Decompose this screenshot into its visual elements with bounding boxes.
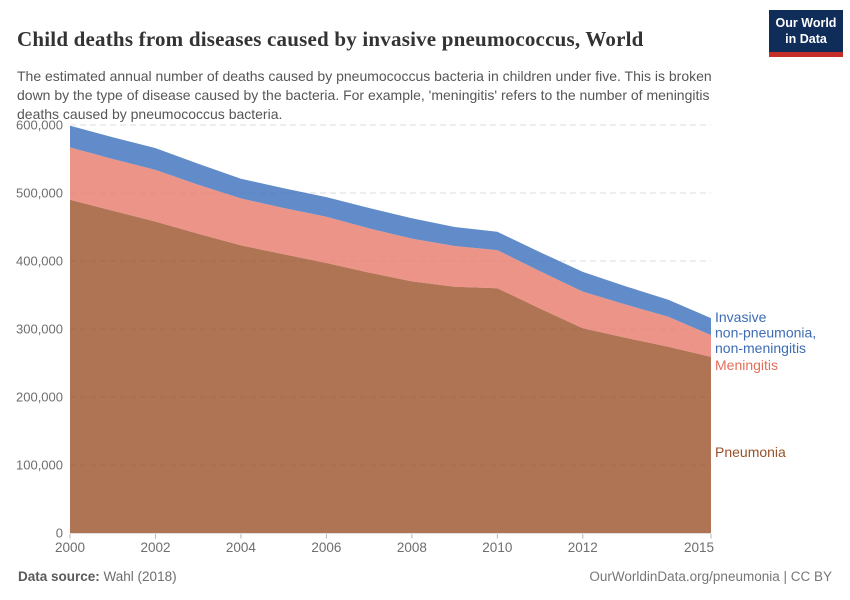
series-label-invasive-non-pneumonia-non-meningitis[interactable]: non-pneumonia,	[715, 325, 816, 341]
y-axis-tick-label: 600,000	[16, 118, 63, 133]
y-axis-tick-label: 500,000	[16, 186, 63, 201]
series-label-invasive-non-pneumonia-non-meningitis[interactable]: non-meningitis	[715, 340, 806, 356]
page-title: Child deaths from diseases caused by inv…	[17, 27, 644, 52]
owid-logo-line2: in Data	[785, 31, 827, 46]
x-axis-tick-label: 2000	[55, 540, 85, 555]
x-axis-tick-label: 2004	[226, 540, 257, 555]
x-axis-tick-label: 2010	[482, 540, 512, 555]
data-source-label: Data source:	[18, 569, 100, 584]
area-meningitis[interactable]	[70, 147, 711, 357]
x-axis-tick-label: 2015	[684, 540, 714, 555]
attribution-link[interactable]: OurWorldinData.org/pneumonia | CC BY	[589, 569, 832, 584]
area-pneumonia[interactable]	[70, 199, 711, 534]
series-label-invasive-non-pneumonia-non-meningitis[interactable]: Invasive	[715, 309, 767, 325]
x-axis-tick-label: 2008	[397, 540, 427, 555]
y-axis-tick-label: 100,000	[16, 458, 63, 473]
chart-subtitle: The estimated annual number of deaths ca…	[17, 68, 712, 123]
series-label-meningitis[interactable]: Meningitis	[715, 357, 778, 373]
x-axis-tick-label: 2012	[568, 540, 598, 555]
x-axis-tick-label: 2002	[140, 540, 170, 555]
stacked-area-chart[interactable]: 0 100,000 200,000 300,000 400,000 500,000 600,…	[0, 110, 850, 570]
data-source: Data source: Wahl (2018)	[18, 569, 177, 584]
y-axis-tick-label: 200,000	[16, 390, 63, 405]
owid-logo[interactable]: Our World in Data	[769, 10, 843, 58]
y-axis-tick-label: 300,000	[16, 322, 63, 337]
area-invasive-non-pneumonia-non-meningitis[interactable]	[70, 125, 711, 336]
y-axis-tick-label: 0	[56, 526, 63, 541]
data-source-value: Wahl (2018)	[103, 569, 177, 584]
series-label-pneumonia[interactable]: Pneumonia	[715, 444, 786, 460]
x-axis-tick-label: 2006	[311, 540, 341, 555]
owid-logo-line1: Our World	[775, 16, 837, 30]
y-axis-tick-label: 400,000	[16, 254, 63, 269]
